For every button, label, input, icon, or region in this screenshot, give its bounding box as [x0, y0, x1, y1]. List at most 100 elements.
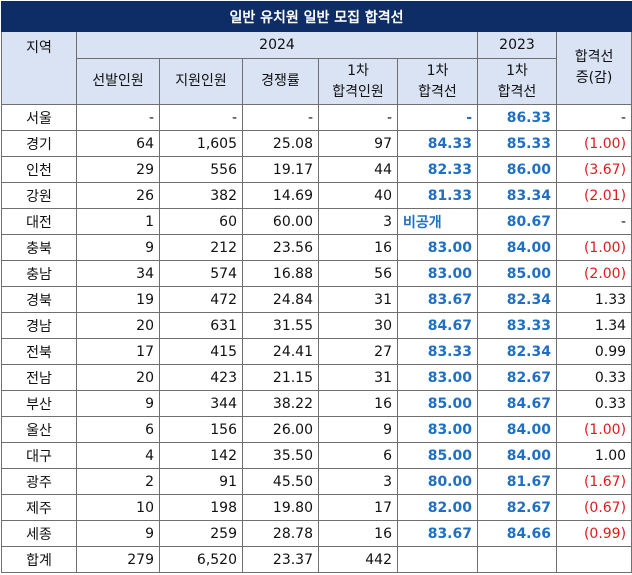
- cell-selected: 9: [76, 520, 160, 547]
- cell-applicants: 556: [159, 156, 243, 183]
- cell-selected: 9: [76, 390, 160, 417]
- cell-region: 경남: [1, 312, 77, 339]
- header-cutoff-2023: 1차 합격선: [477, 58, 557, 105]
- cell-cutoff-2023: 83.34: [477, 182, 557, 209]
- cell-change: -: [555, 104, 632, 131]
- header-cutoff-2023-line1: 1차: [506, 62, 528, 79]
- cell-cutoff-2024: 비공개: [397, 208, 478, 235]
- cell-passed: 31: [318, 364, 398, 391]
- cell-cutoff-2024: 85.00: [397, 442, 478, 469]
- header-year-2024: 2024: [76, 31, 478, 59]
- cell-applicants: 631: [159, 312, 243, 339]
- cell-cutoff-2023: 80.67: [477, 208, 557, 235]
- table-row: 전남 20 423 21.15 31 83.00 82.67 0.33: [1, 364, 632, 391]
- cell-change: (0.99): [555, 520, 632, 547]
- cell-change: 1.34: [555, 312, 632, 339]
- cell-selected: 64: [76, 130, 160, 157]
- cell-change: -: [555, 208, 632, 235]
- header-cutoff-2024-line1: 1차: [426, 62, 449, 79]
- cell-competition: 24.41: [242, 338, 319, 365]
- cell-cutoff-2023: 83.33: [477, 312, 557, 339]
- cell-applicants: 574: [159, 260, 243, 287]
- cell-selected: 20: [76, 364, 160, 391]
- cell-cutoff-2024: 84.33: [397, 130, 478, 157]
- cell-change: (2.00): [555, 260, 632, 287]
- cell-region: 충북: [1, 234, 77, 261]
- table-row: 울산 6 156 26.00 9 83.00 84.00 (1.00): [1, 416, 632, 443]
- cell-passed: 3: [318, 208, 398, 235]
- header-row-2: 선발인원 지원인원 경쟁률 1차 합격인원 1차 합격선 1차 합격선: [2, 58, 632, 105]
- cell-region: 부산: [1, 390, 77, 417]
- cell-cutoff-2023: 84.66: [477, 520, 557, 547]
- cell-change: 0.33: [555, 364, 632, 391]
- cell-passed: 16: [318, 390, 398, 417]
- table-row: 경북 19 472 24.84 31 83.67 82.34 1.33: [1, 286, 632, 313]
- cell-selected: 10: [76, 494, 160, 521]
- cell-selected: 4: [76, 442, 160, 469]
- cell-cutoff-2023: 86.00: [477, 156, 557, 183]
- header-cutoff-2024: 1차 합격선: [397, 58, 478, 105]
- cell-region: 강원: [1, 182, 77, 209]
- cell-applicants: 156: [159, 416, 243, 443]
- table-row: 인천 29 556 19.17 44 82.33 86.00 (3.67): [1, 156, 632, 183]
- cell-cutoff-2023: 84.00: [477, 442, 557, 469]
- cell-selected: 9: [76, 234, 160, 261]
- table-row: 강원 26 382 14.69 40 81.33 83.34 (2.01): [1, 182, 632, 209]
- cell-competition: 23.37: [242, 546, 319, 573]
- table-row: 제주 10 198 19.80 17 82.00 82.67 (0.67): [1, 494, 632, 521]
- cell-selected: 1: [76, 208, 160, 235]
- header-passed: 1차 합격인원: [318, 58, 398, 105]
- cell-passed: 27: [318, 338, 398, 365]
- header-cutoff-2023-line2: 합격선: [497, 83, 537, 100]
- cell-competition: 38.22: [242, 390, 319, 417]
- cell-cutoff-2024: 83.33: [397, 338, 478, 365]
- cell-cutoff-2023: 85.00: [477, 260, 557, 287]
- cell-cutoff-2024: 81.33: [397, 182, 478, 209]
- cell-competition: 19.17: [242, 156, 319, 183]
- cell-cutoff-2024: 83.00: [397, 364, 478, 391]
- header-selected: 선발인원: [76, 58, 160, 105]
- cell-selected: -: [76, 104, 160, 131]
- cell-change: (2.01): [555, 182, 632, 209]
- cell-passed: 30: [318, 312, 398, 339]
- cell-passed: 16: [318, 520, 398, 547]
- cell-passed: 17: [318, 494, 398, 521]
- header-passed-line1: 1차: [347, 62, 369, 79]
- table-row: 충남 34 574 16.88 56 83.00 85.00 (2.00): [1, 260, 632, 287]
- header-change-line1: 합격선: [574, 49, 614, 65]
- cell-change: (1.00): [555, 234, 632, 261]
- cell-selected: 279: [76, 546, 160, 573]
- table-row: 경기 64 1,605 25.08 97 84.33 85.33 (1.00): [1, 130, 632, 157]
- cell-region: 인천: [1, 156, 77, 183]
- cell-passed: 9: [318, 416, 398, 443]
- cell-applicants: 6,520: [159, 546, 243, 573]
- cell-passed: 40: [318, 182, 398, 209]
- header-row-1: 지역 2024 2023 합격선 증(감): [1, 31, 632, 105]
- title-row: 일반 유치원 일반 모집 합격선: [0, 1, 632, 32]
- cell-selected: 34: [76, 260, 160, 287]
- cell-region: 경북: [1, 286, 77, 313]
- cell-change: [555, 546, 632, 573]
- cell-competition: -: [242, 104, 319, 131]
- header-cutoff-2024-line2: 합격선: [418, 83, 457, 100]
- cell-passed: 6: [318, 442, 398, 469]
- cell-cutoff-2024: -: [397, 104, 478, 131]
- cell-applicants: 212: [159, 234, 243, 261]
- cell-applicants: 259: [159, 520, 243, 547]
- cell-competition: 16.88: [242, 260, 319, 287]
- cell-change: (3.67): [555, 156, 632, 183]
- table-title: 일반 유치원 일반 모집 합격선: [0, 1, 632, 32]
- cell-cutoff-2023: 84.00: [477, 234, 557, 261]
- cell-cutoff-2023: 85.33: [477, 130, 557, 157]
- table-row: 충북 9 212 23.56 16 83.00 84.00 (1.00): [1, 234, 632, 261]
- header-competition: 경쟁률: [242, 58, 319, 105]
- cell-cutoff-2023: 82.34: [477, 338, 557, 365]
- cell-competition: 19.80: [242, 494, 319, 521]
- cell-passed: 31: [318, 286, 398, 313]
- cell-region: 대구: [1, 442, 77, 469]
- cell-selected: 2: [76, 468, 160, 495]
- cell-passed: 3: [318, 468, 398, 495]
- cell-cutoff-2024: 83.00: [397, 416, 478, 443]
- cell-cutoff-2023: 84.00: [477, 416, 557, 443]
